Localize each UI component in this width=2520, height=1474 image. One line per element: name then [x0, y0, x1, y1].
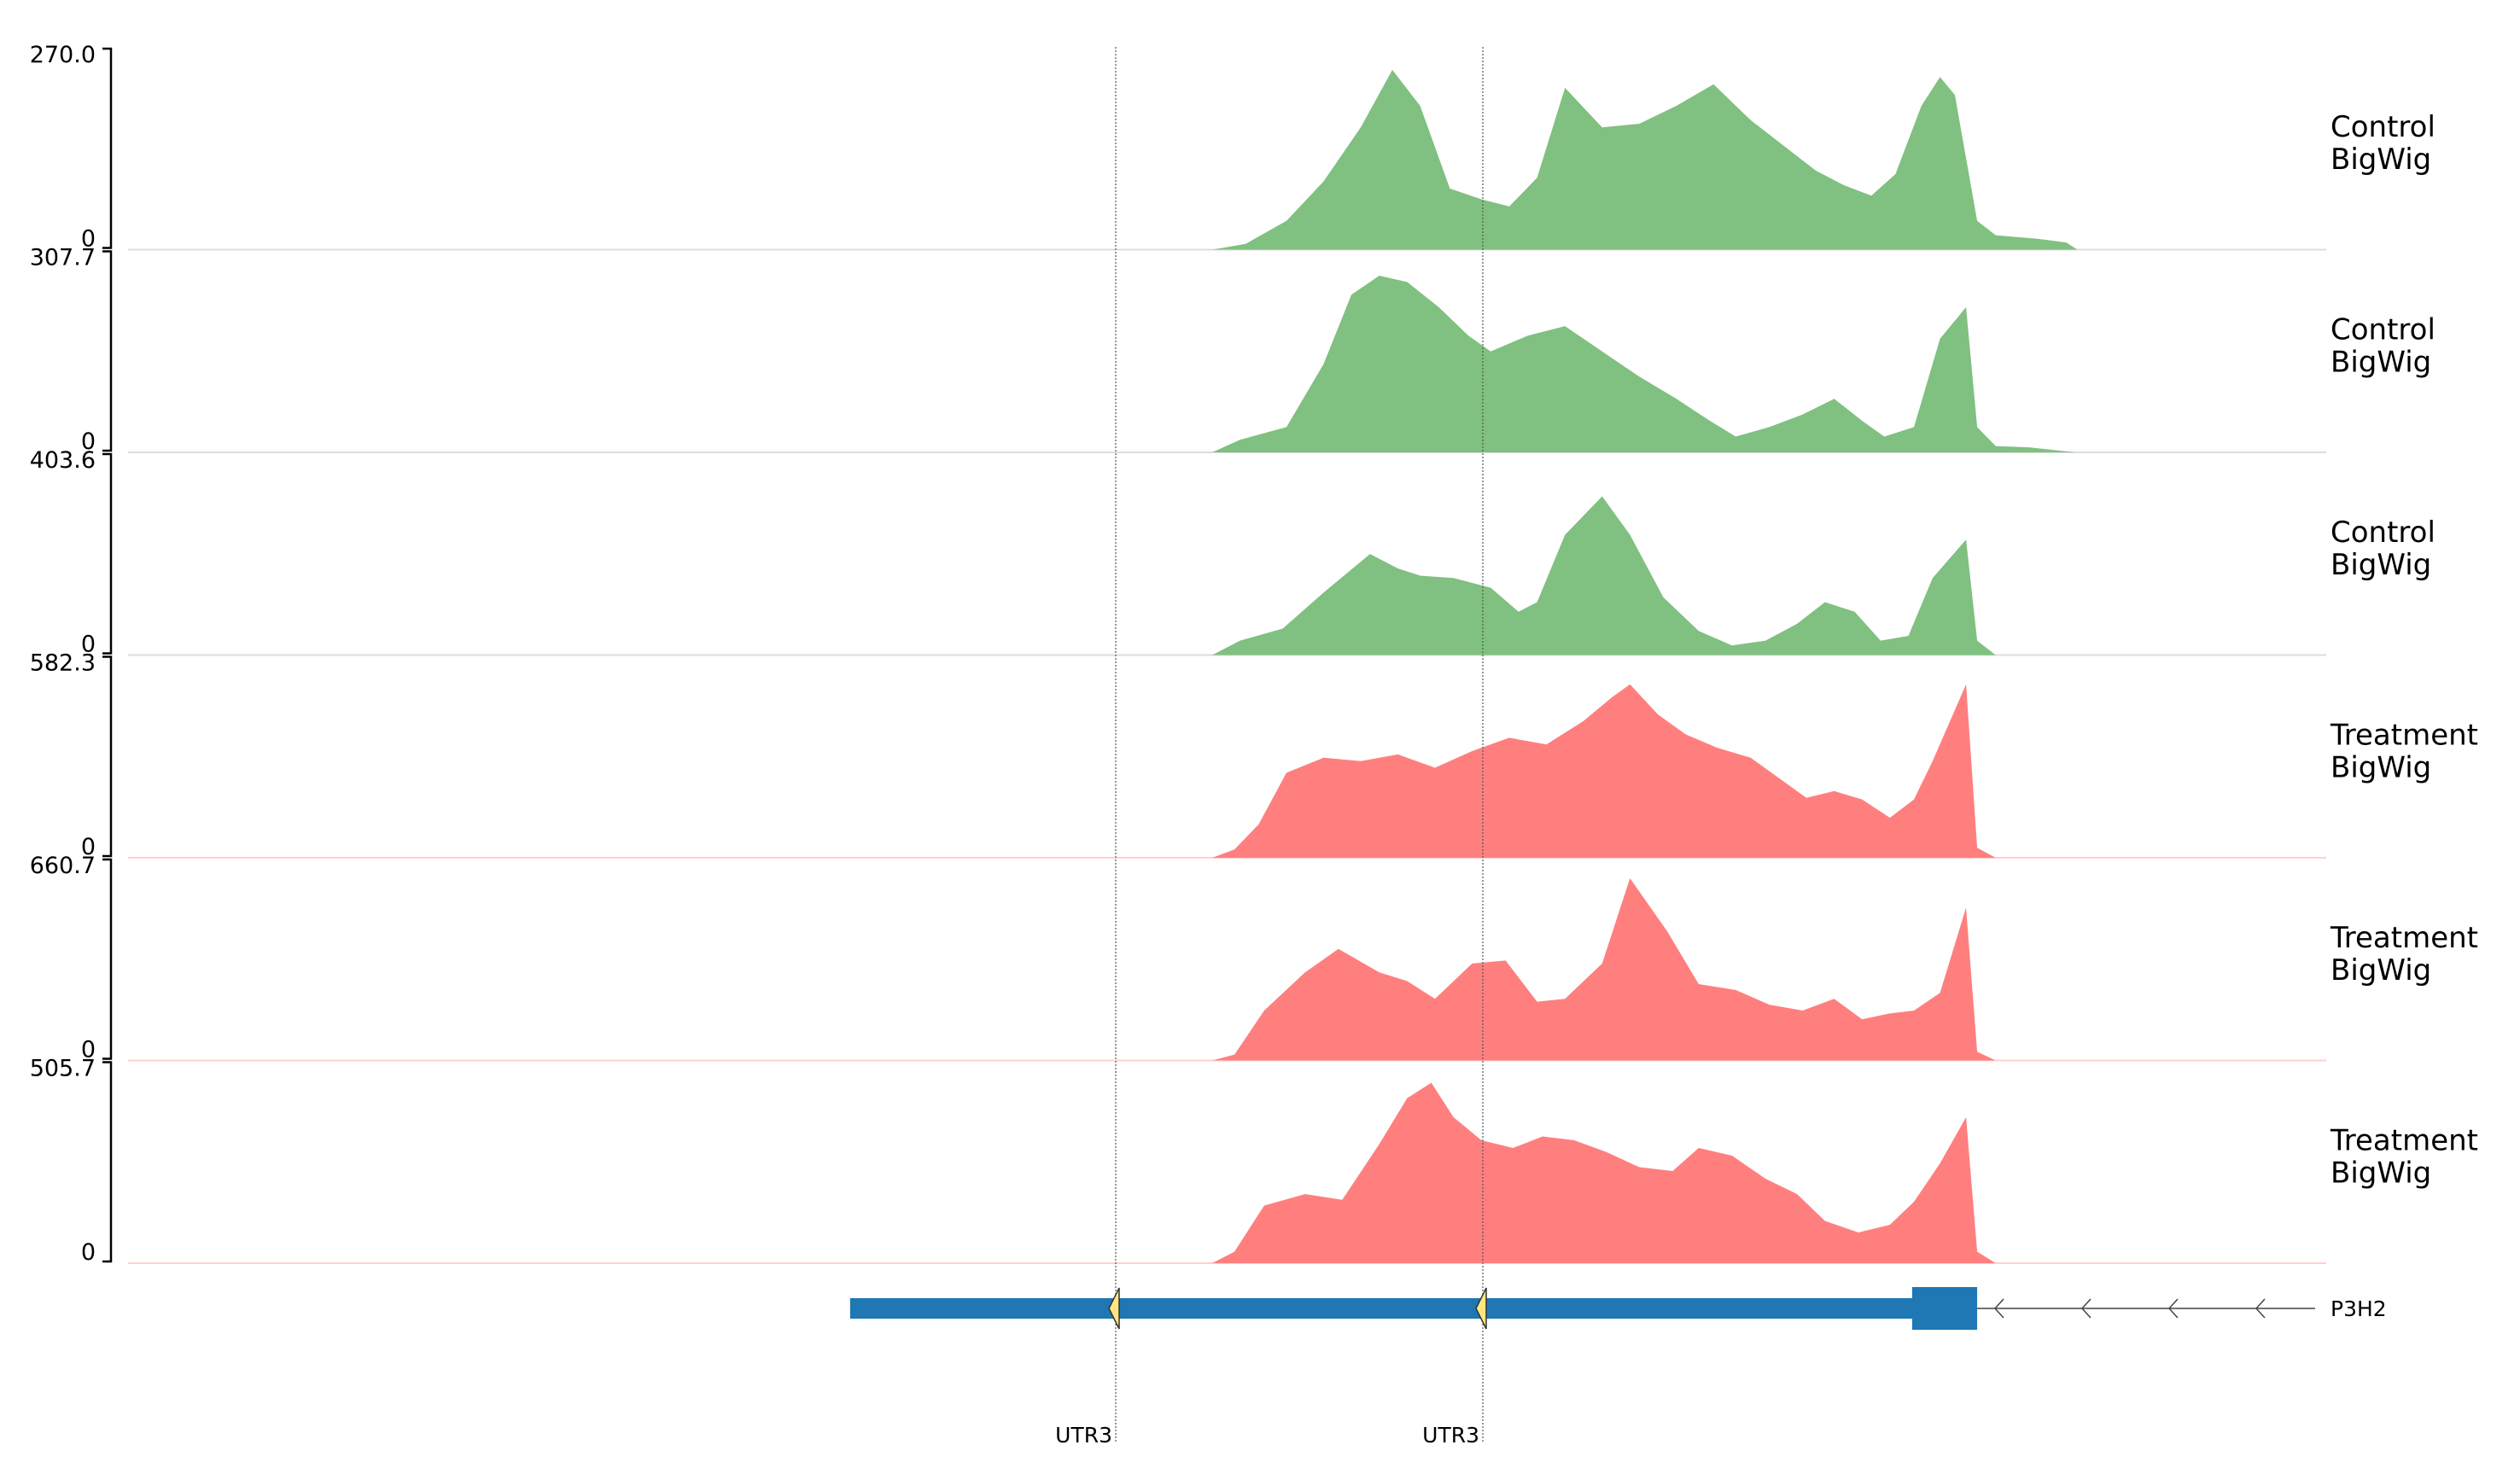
y-axis-bracket	[102, 250, 113, 452]
y-min-label: 0	[81, 1239, 96, 1266]
y-max-label: 505.7	[30, 1056, 96, 1082]
y-max-label: 307.7	[30, 245, 96, 271]
y-max-label: 403.6	[30, 447, 96, 474]
y-min-label: 0	[81, 632, 96, 658]
coverage-area	[98, 496, 2326, 655]
y-axis-bracket	[102, 47, 113, 249]
utr3-marker	[1475, 1287, 1487, 1330]
y-axis-bracket	[102, 1061, 113, 1263]
coverage-area	[98, 69, 2326, 250]
y-min-label: 0	[81, 226, 96, 253]
strand-chevron	[1993, 1298, 2004, 1319]
exon-block	[1911, 1287, 1978, 1330]
strand-chevron	[2080, 1298, 2091, 1319]
gene-name: P3H2	[2330, 1296, 2387, 1321]
y-axis-bracket	[102, 655, 113, 858]
coverage-area	[98, 276, 2326, 452]
feature-label: UTR3	[1422, 1423, 1479, 1448]
track-label: Control	[2330, 313, 2435, 347]
track-label: Treatment	[2330, 719, 2478, 753]
y-min-label: 0	[81, 428, 96, 455]
y-min-label: 0	[81, 1037, 96, 1063]
y-min-label: 0	[81, 834, 96, 860]
feature-label: UTR3	[1055, 1423, 1112, 1448]
y-axis-bracket	[102, 452, 113, 655]
gene-annotation: UTR3 UTR3 P3H2	[849, 47, 2387, 1448]
coverage-area	[98, 684, 2326, 858]
y-max-label: 270.0	[30, 42, 96, 68]
track-label: Control	[2330, 516, 2435, 550]
coverage-area	[98, 878, 2326, 1061]
track-label: Control	[2330, 110, 2435, 144]
strand-chevron	[2255, 1298, 2266, 1319]
coverage-area	[98, 1082, 2326, 1263]
utr3-marker	[1108, 1287, 1120, 1330]
track-label: Treatment	[2330, 921, 2478, 955]
y-max-label: 582.3	[30, 650, 96, 677]
strand-chevron	[2167, 1298, 2179, 1319]
y-axis-bracket	[102, 858, 113, 1060]
utr-block	[849, 1298, 1912, 1319]
track-label: BigWig	[2330, 751, 2431, 785]
track-label: BigWig	[2330, 1156, 2431, 1191]
track-label: BigWig	[2330, 346, 2431, 380]
tracks-layer: 270.00ControlBigWig307.70ControlBigWig40…	[30, 42, 2478, 1266]
y-max-label: 660.7	[30, 853, 96, 879]
track-label: Treatment	[2330, 1124, 2478, 1158]
track-label: BigWig	[2330, 953, 2431, 988]
track-label: BigWig	[2330, 548, 2431, 582]
track-label: BigWig	[2330, 143, 2431, 177]
